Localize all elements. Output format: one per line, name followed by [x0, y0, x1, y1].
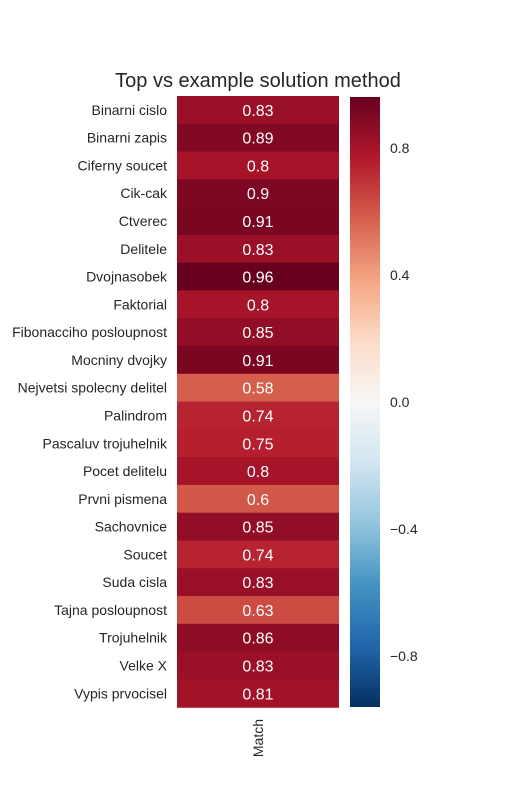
heatmap-cell: [177, 512, 339, 542]
cell-value-label: 0.8: [247, 464, 269, 481]
cell-value-label: 0.83: [242, 242, 273, 259]
cell-value-label: 0.75: [242, 436, 273, 453]
heatmap-cells: 0.83 Binarni cislo 0.89 Binarni zapis 0.8 Cif…: [12, 96, 339, 708]
row-tick-label: Delitele: [120, 241, 167, 257]
row-tick-label: Faktorial: [113, 296, 167, 312]
colorbar-tick-label: −0.4: [390, 521, 418, 537]
row-tick-label: Pocet delitelu: [83, 463, 167, 479]
cell-value-label: 0.85: [242, 520, 273, 537]
cell-value-label: 0.91: [242, 353, 273, 370]
row-tick-label: Ctverec: [119, 213, 167, 229]
heatmap-cell: [177, 318, 339, 347]
cell-value-label: 0.83: [242, 103, 273, 120]
heatmap-cell: [177, 429, 339, 458]
cell-value-label: 0.86: [242, 631, 273, 648]
cell-value-label: 0.8: [247, 158, 269, 175]
cell-value-label: 0.6: [247, 492, 269, 509]
heatmap-cell: [177, 651, 339, 680]
heatmap-cell: [177, 540, 339, 569]
heatmap-cell: [177, 401, 339, 430]
cell-value-label: 0.74: [242, 408, 273, 425]
row-tick-label: Ciferny soucet: [78, 157, 168, 173]
row-tick-label: Nejvetsi spolecny delitel: [18, 380, 167, 396]
heatmap-cell: [177, 262, 339, 292]
row-tick-label: Palindrom: [104, 407, 167, 423]
cell-value-label: 0.96: [242, 270, 273, 287]
heatmap-cell: [177, 234, 339, 264]
row-tick-label: Trojuhelnik: [99, 630, 168, 646]
row-tick-label: Prvni pismena: [78, 491, 167, 507]
heatmap-cell: [177, 151, 339, 180]
heatmap-cell: [177, 179, 339, 208]
heatmap-cell: [177, 96, 339, 125]
cell-value-label: 0.83: [242, 658, 273, 675]
cell-value-label: 0.9: [247, 186, 269, 203]
cell-value-label: 0.91: [242, 214, 273, 231]
row-tick-label: Suda cisla: [102, 574, 167, 590]
heatmap-cell: [177, 596, 339, 625]
colorbar-tick-label: 0.4: [390, 267, 410, 283]
x-tick-labels: Match: [250, 719, 266, 757]
cell-value-label: 0.8: [247, 297, 269, 314]
heatmap-cell: [177, 290, 339, 319]
cell-value-label: 0.83: [242, 575, 273, 592]
row-tick-label: Dvojnasobek: [86, 269, 168, 285]
colorbar: 0.8 0.4 0.0 −0.4 −0.8: [350, 97, 418, 707]
heatmap-cell: [177, 623, 339, 653]
colorbar-tick-label: 0.8: [390, 140, 410, 156]
heatmap-cell: [177, 679, 339, 708]
heatmap-cell: [177, 123, 339, 153]
cell-value-label: 0.89: [242, 131, 273, 148]
heatmap-cell: [177, 373, 339, 403]
row-tick-label: Binarni zapis: [87, 130, 167, 146]
chart-title: Top vs example solution method: [115, 70, 401, 92]
row-tick-label: Sachovnice: [95, 519, 168, 535]
row-tick-label: Cik-cak: [120, 185, 168, 201]
row-tick-label: Soucet: [123, 546, 167, 562]
row-tick-label: Tajna posloupnost: [54, 602, 167, 618]
cell-value-label: 0.74: [242, 547, 273, 564]
row-tick-label: Binarni cislo: [92, 102, 168, 118]
cell-value-label: 0.58: [242, 381, 273, 398]
heatmap-cell: [177, 346, 339, 375]
row-tick-label: Pascaluv trojuhelnik: [42, 435, 168, 451]
row-tick-label: Vypis prvocisel: [74, 685, 167, 701]
cell-value-label: 0.85: [242, 325, 273, 342]
heatmap-cell: [177, 457, 339, 486]
colorbar-gradient: [350, 97, 380, 707]
heatmap-cell: [177, 568, 339, 597]
cell-value-label: 0.81: [242, 686, 273, 703]
column-tick-label: Match: [250, 719, 266, 757]
colorbar-tick-label: 0.0: [390, 394, 410, 410]
colorbar-tick-label: −0.8: [390, 648, 418, 664]
heatmap-cell: [177, 484, 339, 514]
row-tick-label: Fibonacciho posloupnost: [12, 324, 167, 340]
row-tick-label: Mocniny dvojky: [71, 352, 167, 368]
heatmap-cell: [177, 207, 339, 236]
row-tick-label: Velke X: [120, 657, 168, 673]
cell-value-label: 0.63: [242, 603, 273, 620]
